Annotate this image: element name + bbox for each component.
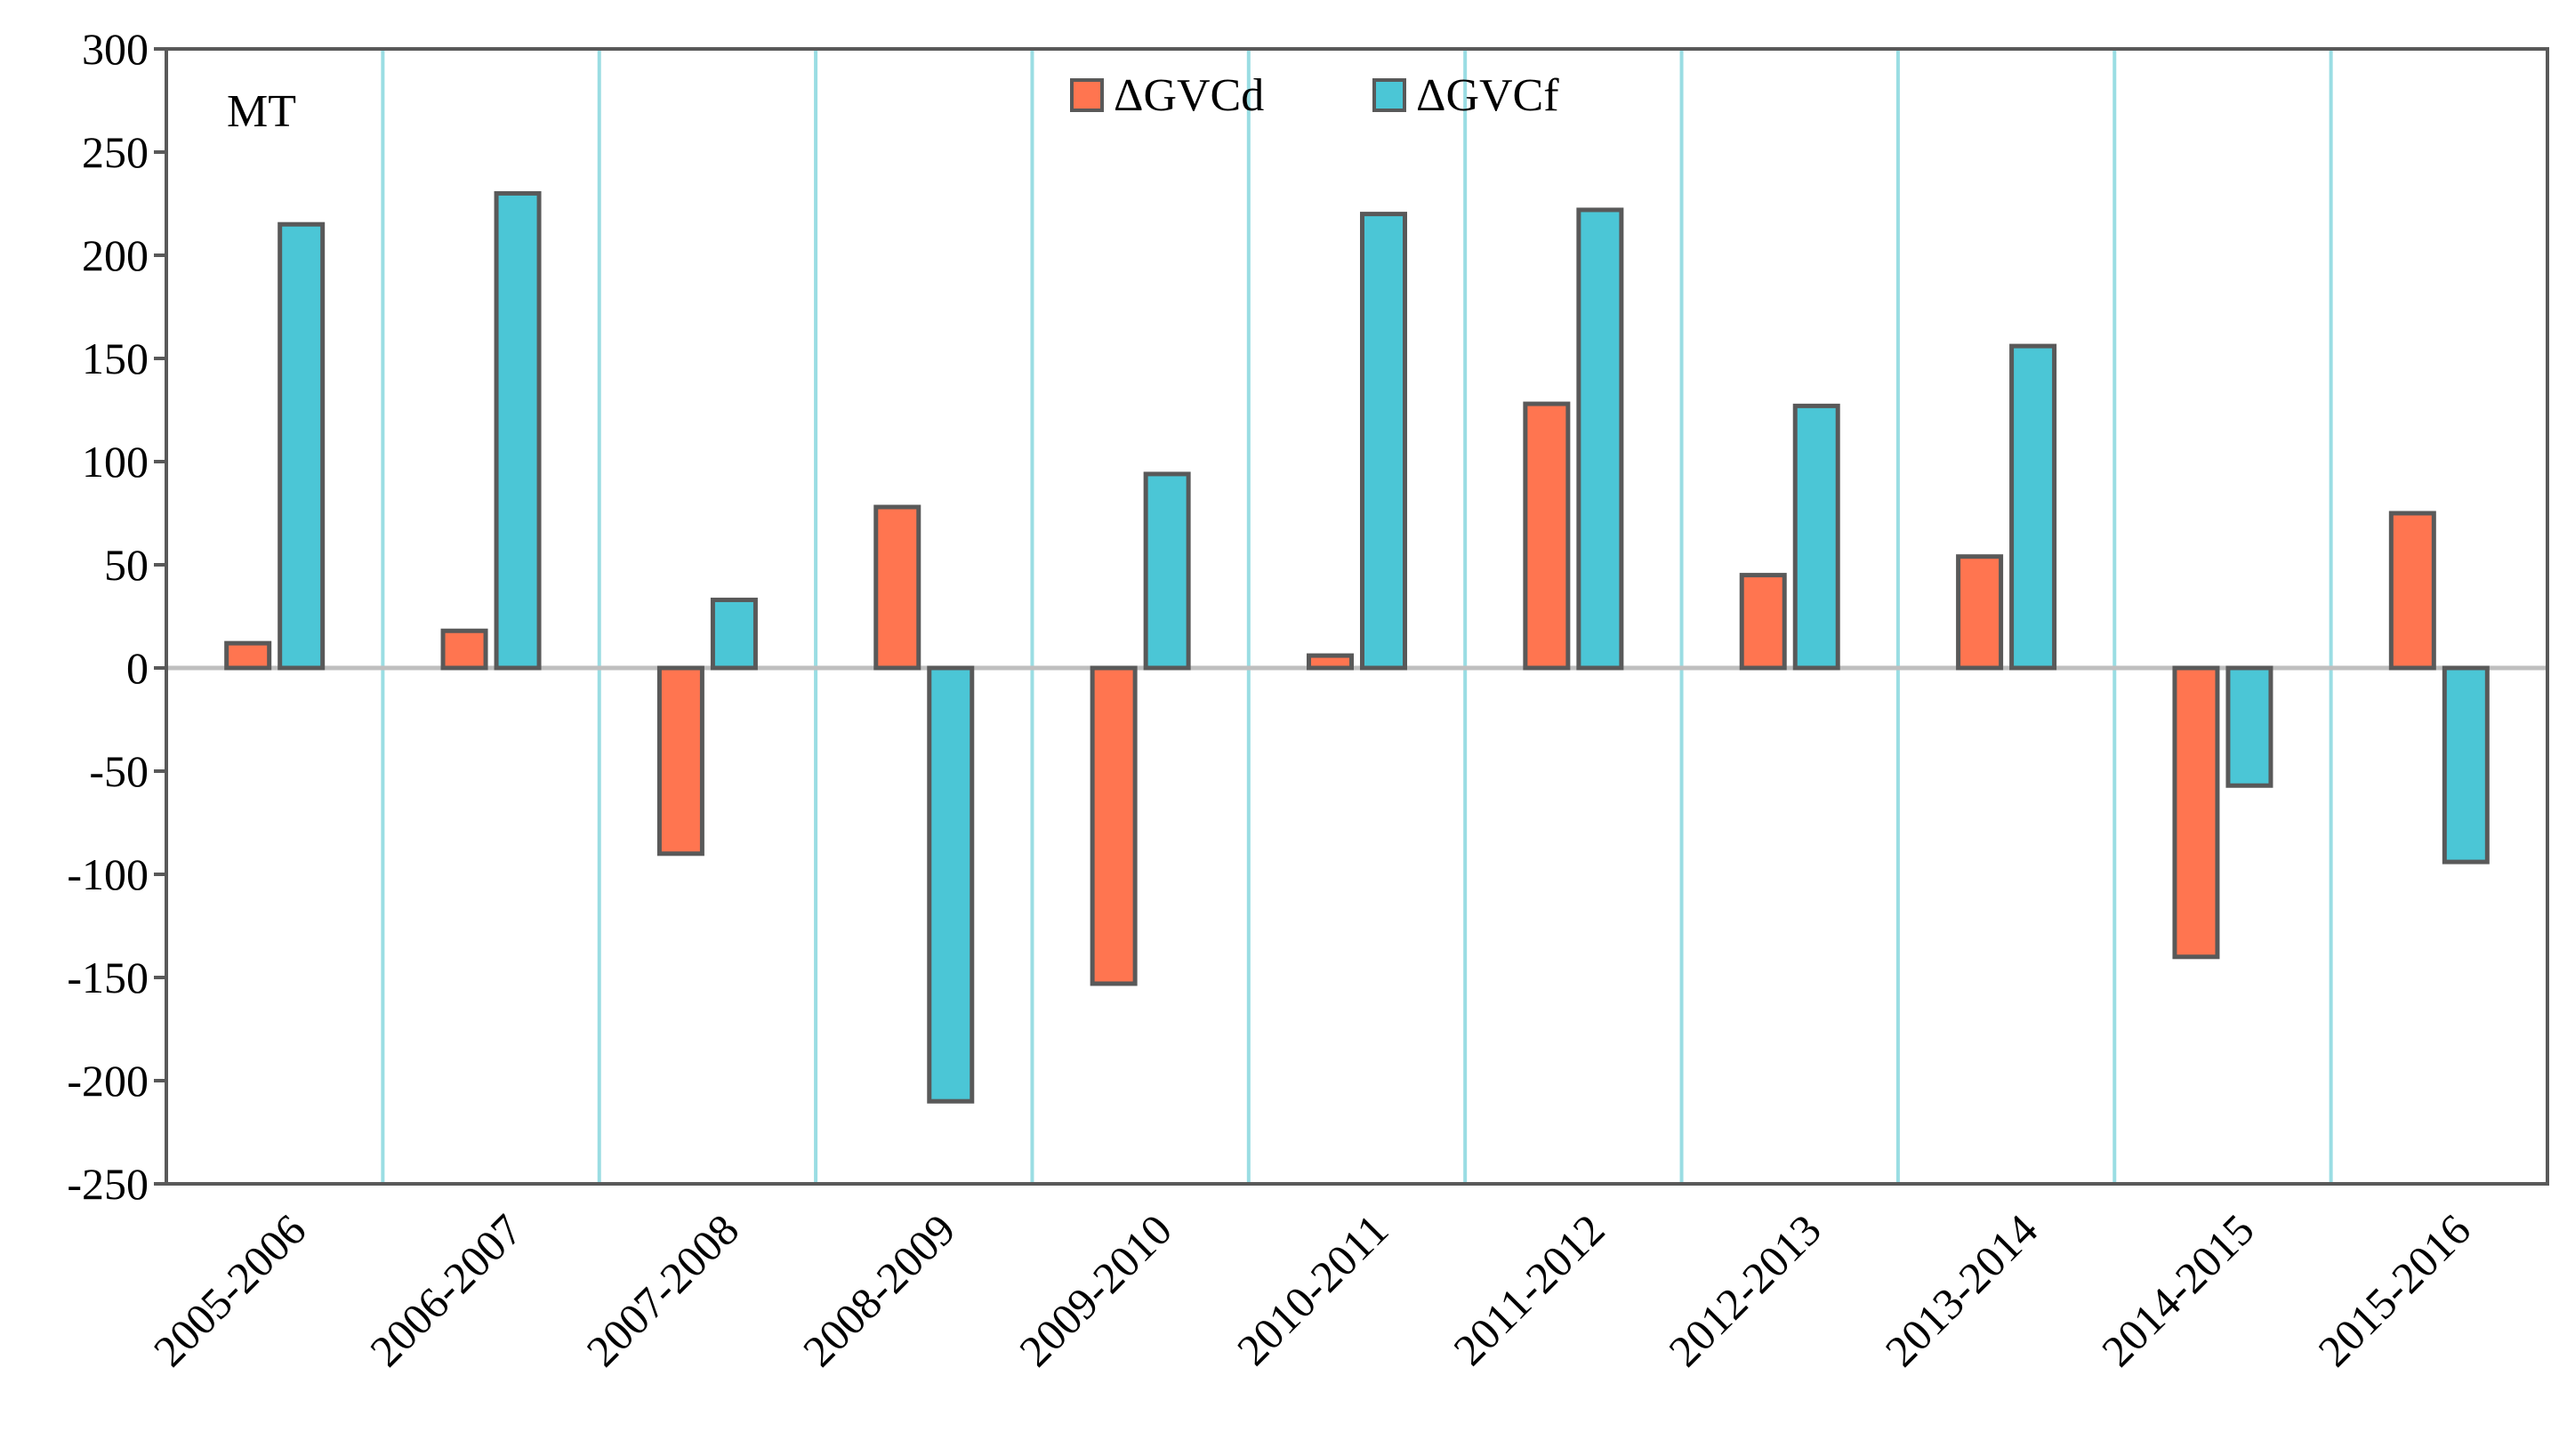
- y-tick-label: 150: [82, 334, 149, 383]
- category-separators: [381, 49, 2333, 1184]
- bar-gvcf-2006-2007: [494, 190, 542, 671]
- bar-gvcd-2009-2010: [1090, 665, 1138, 986]
- legend-swatch-gvcf: [1372, 78, 1406, 112]
- bar-gvcf-2007-2008: [710, 597, 758, 671]
- bar-gvcf-2008-2009: [927, 665, 975, 1104]
- bar-gvcd-2012-2013: [1739, 573, 1787, 671]
- bar-gvcd-2013-2014: [1956, 554, 2004, 671]
- y-tick-label: -100: [67, 849, 149, 899]
- bar-gvcf-2015-2016: [2442, 665, 2490, 865]
- bar-gvcd-2006-2007: [440, 628, 488, 671]
- bar-gvcf-2014-2015: [2225, 665, 2273, 788]
- y-tick-label: 200: [82, 230, 149, 280]
- bar-gvcf-2005-2006: [278, 221, 326, 671]
- bar-gvcd-2014-2015: [2172, 665, 2220, 960]
- bar-gvcf-2012-2013: [1792, 403, 1840, 671]
- bar-gvcf-2010-2011: [1360, 212, 1407, 671]
- bar-gvcf-2009-2010: [1143, 471, 1191, 671]
- bars: [224, 190, 2490, 1104]
- bar-gvcd-2007-2008: [656, 665, 704, 857]
- y-tick-label: 50: [104, 540, 149, 590]
- y-tick-label: -50: [89, 746, 149, 796]
- panel-label: MT: [227, 86, 296, 137]
- y-tick-label: -150: [67, 953, 149, 1002]
- y-axis-ticks: 300 250 200 150 100 50 0 -50 -100 -150 -200 -250: [67, 24, 166, 1209]
- legend-swatch-gvcd: [1070, 78, 1104, 112]
- y-tick-label: 300: [82, 24, 149, 74]
- legend-label-gvcf: ΔGVCf: [1416, 70, 1559, 121]
- bar-gvcd-2011-2012: [1523, 401, 1571, 671]
- bar-gvcd-2015-2016: [2388, 511, 2436, 671]
- plot-frame: [165, 47, 2549, 1186]
- bar-gvcd-2005-2006: [224, 640, 272, 671]
- bar-gvcd-2010-2011: [1307, 653, 1354, 671]
- bar-gvcd-2008-2009: [873, 504, 921, 671]
- y-tick-label: 100: [82, 437, 149, 487]
- y-tick-label: 250: [82, 127, 149, 177]
- y-tick-label: -250: [67, 1159, 149, 1209]
- y-tick-label: -200: [67, 1056, 149, 1106]
- legend-label-gvcd: ΔGVCd: [1114, 70, 1264, 121]
- legend: ΔGVCd ΔGVCf: [1070, 70, 1559, 121]
- bar-gvcf-2011-2012: [1576, 207, 1624, 671]
- bar-gvcf-2013-2014: [2009, 343, 2057, 671]
- y-tick-label: 0: [126, 643, 149, 693]
